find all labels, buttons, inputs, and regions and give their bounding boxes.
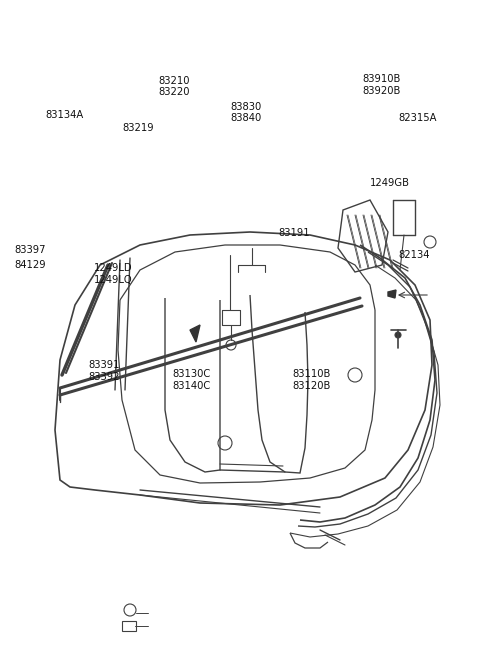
Text: 83830
83840: 83830 83840 — [230, 102, 262, 123]
Circle shape — [395, 332, 401, 338]
Text: 82134: 82134 — [398, 250, 430, 261]
Text: 83910B
83920B: 83910B 83920B — [362, 75, 401, 96]
Polygon shape — [388, 290, 396, 298]
Text: 1249GB: 1249GB — [370, 178, 409, 189]
Text: 83210
83220: 83210 83220 — [158, 76, 190, 97]
Polygon shape — [190, 325, 200, 342]
Text: 84129: 84129 — [14, 259, 46, 270]
Text: 82315A: 82315A — [398, 113, 437, 123]
Text: 83397: 83397 — [14, 245, 46, 255]
Text: 1249LD
1249LQ: 1249LD 1249LQ — [94, 263, 132, 284]
Text: 83191: 83191 — [278, 227, 310, 238]
Text: 83110B
83120B: 83110B 83120B — [293, 369, 331, 390]
Text: 83391
83392: 83391 83392 — [89, 360, 120, 381]
Text: 83130C
83140C: 83130C 83140C — [173, 369, 211, 390]
Text: 83219: 83219 — [122, 123, 154, 134]
Text: 83134A: 83134A — [46, 109, 84, 120]
